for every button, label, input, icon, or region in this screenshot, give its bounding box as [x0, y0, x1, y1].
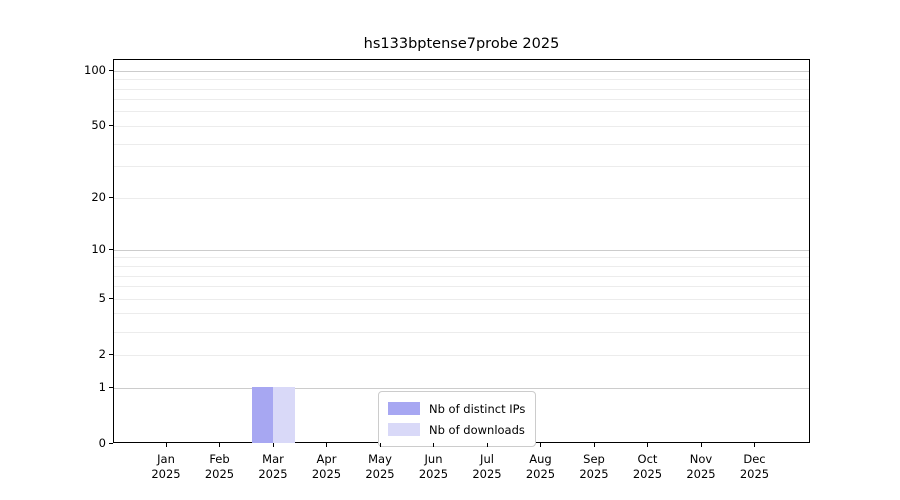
x-tick-label-apr: Apr 2025 — [311, 452, 342, 481]
y-tick-mark-1 — [109, 386, 113, 388]
y-tick-mark-20 — [109, 196, 113, 198]
legend-label-downloads: Nb of downloads — [429, 422, 525, 437]
x-tick-label-sep: Sep 2025 — [579, 452, 609, 481]
bar-downloads — [273, 387, 295, 443]
x-tick-mark-jun — [433, 443, 435, 447]
y-tick-label-50: 50 — [91, 118, 106, 133]
x-tick-label-aug: Aug 2025 — [525, 452, 556, 481]
gridline-80 — [114, 88, 809, 90]
gridline-20 — [114, 197, 809, 199]
x-tick-mark-may — [379, 443, 381, 447]
y-tick-label-0: 0 — [98, 436, 106, 450]
y-tick-mark-50 — [109, 124, 113, 127]
y-tick-mark-100 — [109, 69, 113, 71]
gridline-100 — [114, 70, 809, 72]
y-tick-mark-5 — [109, 297, 113, 300]
x-tick-mark-jan — [165, 443, 167, 447]
gridline-1 — [114, 387, 809, 389]
x-tick-label-may: May 2025 — [365, 452, 395, 481]
gridline-3 — [114, 331, 809, 333]
gridline-70 — [114, 99, 809, 101]
x-tick-mark-jul — [486, 443, 488, 447]
gridline-6 — [114, 286, 809, 288]
legend-swatch-downloads — [388, 423, 420, 436]
x-tick-mark-mar — [272, 443, 274, 447]
legend-item-distinct-ips: Nb of distinct IPs — [388, 398, 525, 419]
gridline-7 — [114, 275, 809, 277]
y-tick-label-10: 10 — [91, 242, 106, 257]
x-tick-label-jun: Jun 2025 — [418, 452, 449, 481]
x-tick-label-jul: Jul 2025 — [472, 452, 502, 481]
x-tick-mark-apr — [326, 443, 328, 447]
x-tick-label-nov: Nov 2025 — [686, 452, 716, 481]
y-tick-label-5: 5 — [98, 291, 106, 306]
gridline-40 — [114, 143, 809, 145]
chart-title: hs133bptense7probe 2025 — [363, 36, 560, 52]
gridline-50 — [114, 125, 809, 127]
gridline-4 — [114, 313, 809, 315]
x-tick-mark-oct — [647, 443, 649, 447]
gridline-2 — [114, 354, 809, 356]
gridline-60 — [114, 111, 809, 113]
x-tick-label-mar: Mar 2025 — [258, 452, 288, 481]
gridline-9 — [114, 257, 809, 259]
gridline-8 — [114, 266, 809, 267]
gridline-5 — [114, 298, 809, 300]
x-tick-mark-feb — [219, 443, 221, 447]
x-tick-mark-sep — [593, 443, 595, 447]
y-tick-mark-2 — [109, 353, 113, 356]
y-tick-mark-0 — [109, 442, 113, 444]
gridline-10 — [114, 249, 809, 251]
x-tick-mark-aug — [540, 443, 542, 447]
legend-swatch-distinct-ips — [388, 402, 420, 415]
legend: Nb of distinct IPs Nb of downloads — [378, 391, 537, 447]
x-tick-label-jan: Jan 2025 — [151, 452, 181, 481]
x-tick-mark-nov — [700, 443, 702, 447]
x-tick-label-dec: Dec 2025 — [739, 452, 770, 481]
x-tick-label-oct: Oct 2025 — [632, 452, 663, 481]
plot-area — [113, 59, 810, 443]
bar-distinct-ips — [251, 387, 273, 443]
y-tick-label-1: 1 — [98, 380, 106, 394]
gridline-90 — [114, 79, 809, 81]
y-tick-mark-10 — [109, 248, 113, 251]
gridline-30 — [114, 166, 809, 168]
x-tick-mark-dec — [754, 443, 756, 447]
legend-item-downloads: Nb of downloads — [388, 419, 525, 440]
x-tick-label-feb: Feb 2025 — [204, 452, 235, 481]
y-tick-label-20: 20 — [91, 190, 106, 205]
y-tick-label-100: 100 — [84, 63, 106, 78]
legend-label-distinct-ips: Nb of distinct IPs — [429, 401, 526, 416]
y-tick-label-2: 2 — [98, 347, 106, 362]
